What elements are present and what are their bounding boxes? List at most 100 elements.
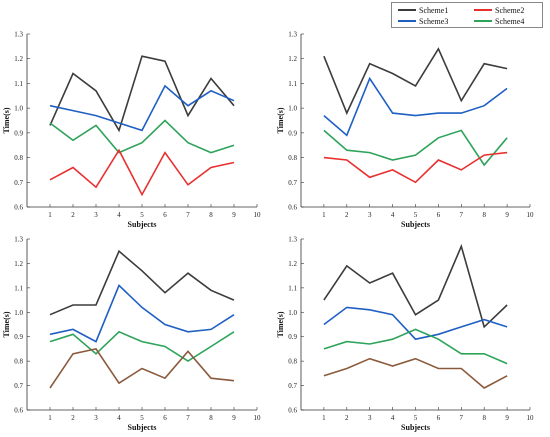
y-tick-label: 0.7 xyxy=(288,179,297,187)
x-axis-label: Subjects xyxy=(401,423,430,432)
series-line-scheme4 xyxy=(49,330,235,363)
x-tick-label: 8 xyxy=(482,211,486,219)
series-line-brown xyxy=(323,357,508,389)
y-tick-label: 1.3 xyxy=(14,236,23,244)
legend-label-scheme1: Scheme1 xyxy=(419,5,449,15)
y-tick-label: 0.9 xyxy=(14,333,23,341)
series-line-scheme2 xyxy=(49,148,235,197)
x-tick-label: 4 xyxy=(391,414,395,422)
x-tick-label: 7 xyxy=(460,414,464,422)
x-tick-label: 2 xyxy=(345,211,349,219)
legend-label-scheme2: Scheme2 xyxy=(495,5,525,15)
x-tick-label: 5 xyxy=(140,211,144,219)
x-tick-label: 2 xyxy=(345,414,349,422)
legend-label-scheme4: Scheme4 xyxy=(495,16,525,26)
chart-panel-top-right: 0.6 0.7 0.8 0.9 1.0 1.1 1.2 1.3 1 2 3 4 5 6 7 8 9 10 Subje… xyxy=(276,31,534,230)
x-tick-label: 10 xyxy=(254,414,262,422)
y-tick-label: 0.9 xyxy=(288,129,297,137)
x-tick-label: 6 xyxy=(163,414,167,422)
x-tick-label: 4 xyxy=(117,414,121,422)
legend-item-scheme1: Scheme1 xyxy=(398,4,448,16)
series-line-scheme4 xyxy=(323,328,508,365)
y-tick-label: 0.8 xyxy=(288,358,297,366)
y-tick-label: 1.0 xyxy=(14,105,23,113)
legend-item-scheme2: Scheme2 xyxy=(474,4,524,16)
x-tick-label: 4 xyxy=(391,211,395,219)
y-tick-label: 1.2 xyxy=(288,55,297,63)
y-tick-label: 0.7 xyxy=(14,179,23,187)
x-tick-label: 10 xyxy=(527,414,535,422)
x-tick-label: 9 xyxy=(232,211,236,219)
x-tick-label: 5 xyxy=(414,414,418,422)
y-tick-label: 0.8 xyxy=(14,358,23,366)
x-tick-label: 6 xyxy=(163,211,167,219)
x-tick-label: 10 xyxy=(527,211,535,219)
x-tick-label: 5 xyxy=(414,211,418,219)
legend-swatch-scheme3 xyxy=(398,20,416,22)
y-axis-label: Time(s) xyxy=(276,107,285,133)
y-tick-label: 0.9 xyxy=(288,333,297,341)
y-tick-label: 1.3 xyxy=(288,236,297,244)
y-tick-label: 0.9 xyxy=(14,129,23,137)
y-tick-label: 0.8 xyxy=(14,154,23,162)
x-tick-label: 2 xyxy=(71,414,75,422)
x-tick-label: 1 xyxy=(322,211,326,219)
x-tick-label: 1 xyxy=(322,414,326,422)
x-tick-label: 8 xyxy=(482,414,486,422)
x-axis-label: Subjects xyxy=(128,220,157,229)
series-line-scheme4 xyxy=(49,119,235,154)
legend-swatch-scheme1 xyxy=(398,9,416,11)
series-line-scheme2 xyxy=(323,151,508,184)
x-tick-label: 6 xyxy=(437,211,441,219)
x-tick-label: 8 xyxy=(209,414,213,422)
y-tick-label: 1.1 xyxy=(288,284,297,292)
x-tick-label: 7 xyxy=(460,211,464,219)
chart-panel-bottom-left: 0.6 0.7 0.8 0.9 1.0 1.1 1.2 1.3 1 2 3 4 5 6 7 8 9 10 Subje… xyxy=(2,236,261,433)
y-tick-label: 1.0 xyxy=(14,309,23,317)
series-line-scheme3 xyxy=(49,84,235,132)
y-tick-label: 1.2 xyxy=(288,260,297,268)
y-axis-label: Time(s) xyxy=(2,311,11,337)
x-tick-label: 3 xyxy=(368,211,372,219)
series-line-scheme1 xyxy=(323,47,508,116)
x-tick-label: 7 xyxy=(186,211,190,219)
x-tick-label: 9 xyxy=(505,414,509,422)
y-tick-label: 0.6 xyxy=(14,204,23,212)
legend-label-scheme3: Scheme3 xyxy=(419,16,449,26)
y-tick-label: 0.6 xyxy=(288,407,297,415)
chart-panel-bottom-right: 0.6 0.7 0.8 0.9 1.0 1.1 1.2 1.3 1 2 3 4 5 6 7 8 9 10 Subje… xyxy=(276,236,534,433)
y-axis-label: Time(s) xyxy=(2,107,11,133)
x-tick-label: 2 xyxy=(71,211,75,219)
x-tick-label: 7 xyxy=(186,414,190,422)
y-tick-label: 1.3 xyxy=(14,31,23,39)
y-tick-label: 1.3 xyxy=(288,31,297,39)
legend-item-scheme3: Scheme3 xyxy=(398,15,448,27)
y-tick-label: 0.6 xyxy=(288,204,297,212)
y-tick-label: 0.7 xyxy=(288,382,297,390)
legend-item-scheme4: Scheme4 xyxy=(474,15,524,27)
x-tick-label: 10 xyxy=(254,211,262,219)
y-tick-label: 1.0 xyxy=(288,105,297,113)
x-axis-label: Subjects xyxy=(401,220,430,229)
x-tick-label: 6 xyxy=(437,414,441,422)
y-tick-label: 0.7 xyxy=(14,382,23,390)
x-tick-label: 1 xyxy=(48,414,52,422)
legend-box: Scheme1 Scheme2 Scheme3 Scheme4 xyxy=(391,2,543,28)
legend-swatch-scheme4 xyxy=(474,20,492,22)
x-tick-label: 1 xyxy=(48,211,52,219)
x-tick-label: 3 xyxy=(94,211,98,219)
series-line-scheme3 xyxy=(323,76,508,137)
x-tick-label: 3 xyxy=(368,414,372,422)
x-tick-label: 9 xyxy=(232,414,236,422)
x-tick-label: 4 xyxy=(117,211,121,219)
y-tick-label: 1.2 xyxy=(14,260,23,268)
series-line-scheme3 xyxy=(49,284,235,343)
y-tick-label: 1.1 xyxy=(14,80,23,88)
series-line-scheme1 xyxy=(323,243,508,329)
x-tick-label: 8 xyxy=(209,211,213,219)
x-tick-label: 9 xyxy=(505,211,509,219)
y-tick-label: 1.1 xyxy=(288,80,297,88)
y-tick-label: 1.0 xyxy=(288,309,297,317)
legend-swatch-scheme2 xyxy=(474,9,492,11)
